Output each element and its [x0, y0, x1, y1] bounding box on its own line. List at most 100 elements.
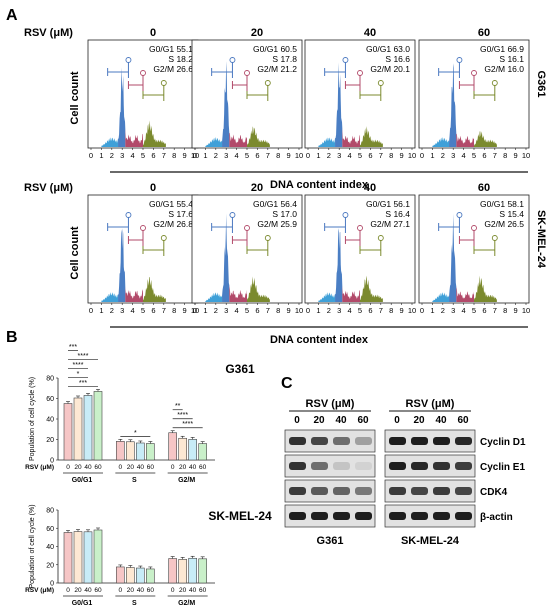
dose-tick-label: 20 [179, 587, 187, 594]
x-tick-label: 3 [120, 306, 124, 315]
x-tick-label: 4 [131, 306, 135, 315]
debris-region [205, 292, 223, 302]
blot-band [333, 462, 350, 470]
protein-label: Cyclin E1 [480, 462, 525, 473]
x-tick-label: 3 [337, 306, 341, 315]
x-tick-label: 6 [151, 306, 155, 315]
x-tick-label: 2 [110, 306, 114, 315]
x-tick-label: 6 [482, 151, 486, 160]
blot-band [355, 437, 372, 445]
stat-g2m: G2/M 26.5 [484, 219, 524, 229]
stat-s: S 16.6 [385, 54, 410, 64]
blot-band [311, 512, 328, 520]
g0g1-gate-marker [125, 212, 132, 218]
g0g1-gate-marker [342, 212, 349, 218]
dose-label: 0 [394, 415, 400, 426]
y-axis-label: Cell count [69, 226, 81, 280]
g0g1-peak [222, 61, 230, 148]
g2m-peak [360, 275, 383, 302]
bar [83, 395, 93, 461]
dose-tick-label: 40 [137, 587, 145, 594]
dose-tick-label: 0 [171, 587, 175, 594]
x-tick-label: 1 [203, 306, 207, 315]
x-tick-label: 9 [183, 306, 187, 315]
x-tick-label: 2 [327, 151, 331, 160]
significance-label: **** [177, 412, 188, 419]
y-tick-label: 60 [46, 526, 54, 533]
stat-s: S 17.6 [168, 209, 193, 219]
blot-band [389, 512, 406, 520]
x-tick-label: 3 [224, 306, 228, 315]
s-gate-marker [244, 70, 250, 76]
rsv-label: RSV (μM) [406, 398, 455, 410]
bar [93, 529, 103, 584]
debris-region [318, 137, 336, 147]
debris-region [432, 137, 450, 147]
debris-region [205, 137, 223, 147]
bar [136, 567, 145, 584]
bar [188, 439, 197, 461]
x-axis-label: DNA content index [270, 334, 369, 346]
y-tick-label: 80 [46, 376, 54, 383]
blot-band [389, 487, 406, 495]
stat-g0g1: G0/G1 60.5 [253, 44, 297, 54]
x-tick-label: 4 [348, 151, 352, 160]
g0g1-peak [449, 63, 457, 147]
s-phase-region [125, 286, 143, 302]
blot-strip [384, 454, 476, 478]
x-tick-label: 7 [266, 306, 270, 315]
blot-strip [384, 479, 476, 503]
dose-tick-label: 0 [66, 587, 70, 594]
y-tick-label: 40 [46, 417, 54, 424]
x-tick-label: 7 [379, 306, 383, 315]
g0g1-gate-marker [229, 57, 236, 63]
x-tick-label: 6 [255, 306, 259, 315]
panel-b-letter: B [6, 329, 18, 346]
x-tick-label: 8 [503, 306, 507, 315]
blot-strip [284, 479, 376, 503]
x-tick-label: 0 [193, 306, 197, 315]
g2m-gate-marker [377, 235, 384, 241]
s-gate-marker [471, 70, 477, 76]
significance-label: * [134, 430, 137, 437]
stat-s: S 15.4 [499, 209, 524, 219]
x-tick-label: 7 [162, 151, 166, 160]
s-gate-marker [471, 225, 477, 231]
g2m-peak [474, 275, 497, 302]
stat-g0g1: G0/G1 66.9 [480, 44, 524, 54]
blot-strip [284, 454, 376, 478]
blot-band [311, 462, 328, 470]
g2m-gate-marker [264, 80, 271, 86]
s-gate-marker [357, 225, 363, 231]
rsv-label: RSV (μM) [24, 27, 73, 39]
stat-g2m: G2/M 26.6 [153, 64, 193, 74]
x-tick-label: 4 [462, 151, 466, 160]
x-tick-label: 8 [276, 151, 280, 160]
s-phase-region [125, 128, 143, 147]
x-tick-label: 9 [514, 306, 518, 315]
dose-label: 20 [313, 415, 325, 426]
rsv-label: RSV (μM) [24, 182, 73, 194]
x-tick-label: 9 [514, 151, 518, 160]
stat-g0g1: G0/G1 56.1 [366, 199, 410, 209]
g2m-peak [143, 120, 166, 147]
bar [168, 432, 177, 461]
s-gate-marker [244, 225, 250, 231]
blot-band [389, 437, 406, 445]
blot-band [289, 437, 306, 445]
x-tick-label: 5 [141, 151, 145, 160]
x-tick-label: 6 [368, 306, 372, 315]
blot-band [455, 437, 472, 445]
x-tick-label: 1 [99, 306, 103, 315]
g0g1-gate-marker [456, 57, 463, 63]
blot-band [289, 487, 306, 495]
debris-region [318, 292, 336, 302]
dose-tick-label: 20 [127, 587, 135, 594]
g0g1-peak [449, 213, 457, 302]
debris-region [432, 292, 450, 302]
x-tick-label: 4 [235, 151, 239, 160]
blot-band [333, 487, 350, 495]
x-tick-label: 2 [441, 151, 445, 160]
